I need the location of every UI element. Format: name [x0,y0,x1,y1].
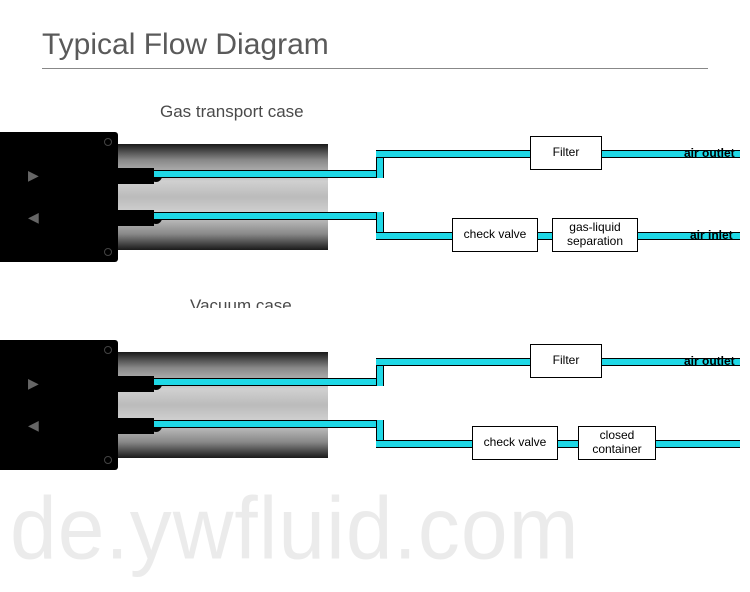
pump-head [0,132,118,262]
diagram-title: Typical Flow Diagram [42,28,708,69]
flow-arrow-right-icon: ▶ [28,168,39,182]
check-valve-box: check valve [452,218,538,252]
screw-icon [104,346,112,354]
filter-box: Filter [530,136,602,170]
pipe [154,378,384,386]
pump-nozzle-bottom [118,418,154,434]
gas-liquid-separation-box: gas-liquid separation [552,218,638,252]
box-label: closed container [592,429,641,457]
air-outlet-label: air outlet [684,354,735,368]
check-valve-box: check valve [472,426,558,460]
pump-motor [118,352,328,458]
pump-nozzle-bottom [118,210,154,226]
pump-head [0,340,118,470]
air-outlet-label: air outlet [684,146,735,160]
pump-nozzle-top [118,376,154,392]
pipe [154,212,384,220]
air-inlet-label: air inlet [690,228,733,242]
flow-arrow-right-icon: ▶ [28,376,39,390]
flow-arrow-left-icon: ◀ [28,210,39,224]
screw-icon [104,138,112,146]
screw-icon [104,248,112,256]
pump-nozzle-top [118,168,154,184]
gas-pump [0,132,330,262]
pipe [154,170,384,178]
box-label: gas-liquid separation [567,221,623,249]
gas-case-subtitle: Gas transport case [160,102,304,122]
watermark-text: de.ywfluid.com [10,478,580,580]
filter-box: Filter [530,344,602,378]
flow-arrow-left-icon: ◀ [28,418,39,432]
pump-motor [118,144,328,250]
vacuum-pump [0,340,330,470]
closed-container-box: closed container [578,426,656,460]
vacuum-case-subtitle: Vacuum case [190,296,292,308]
screw-icon [104,456,112,464]
pipe [154,420,384,428]
pipe [376,440,740,448]
